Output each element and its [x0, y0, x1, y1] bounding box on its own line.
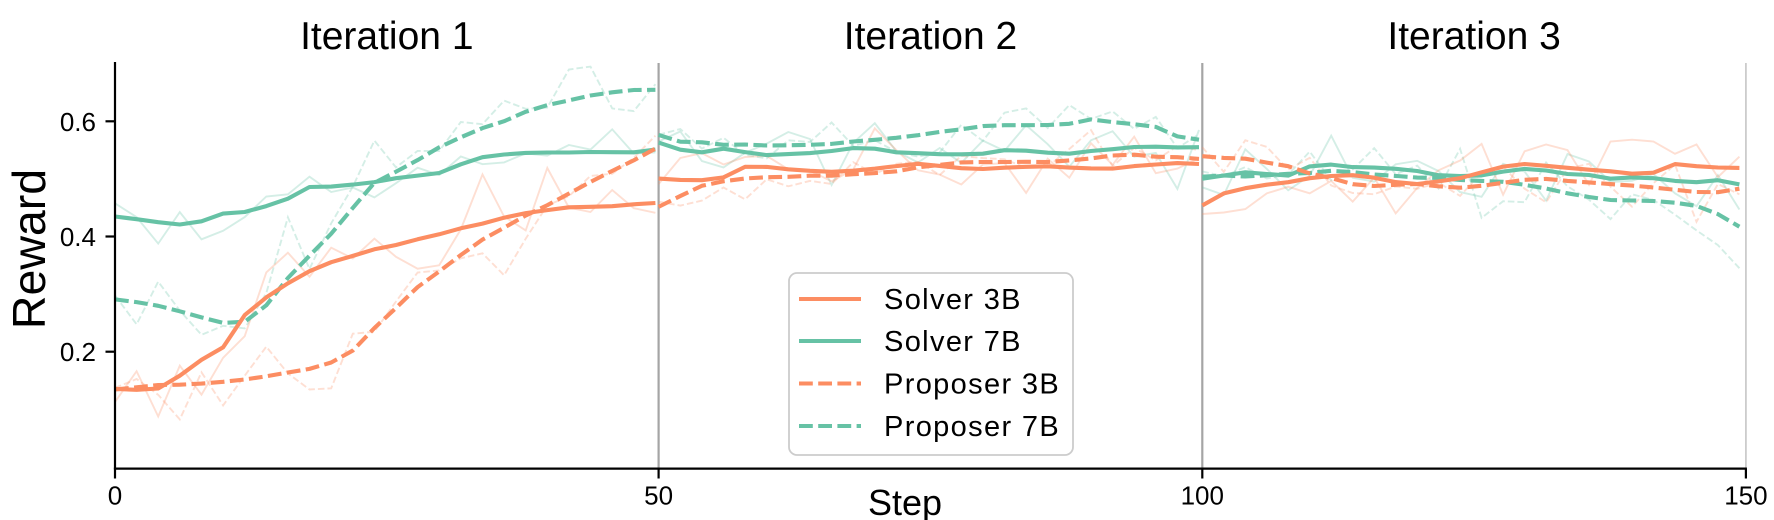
- svg-text:0.4: 0.4: [60, 222, 96, 252]
- svg-text:0.6: 0.6: [60, 107, 96, 137]
- svg-text:0.2: 0.2: [60, 337, 96, 367]
- svg-text:Iteration 3: Iteration 3: [1387, 15, 1560, 58]
- svg-text:Iteration 2: Iteration 2: [844, 15, 1017, 58]
- svg-text:0: 0: [108, 481, 122, 511]
- svg-text:Solver 3B: Solver 3B: [884, 284, 1022, 316]
- svg-text:100: 100: [1181, 481, 1224, 511]
- svg-text:Step: Step: [868, 482, 942, 520]
- svg-text:50: 50: [644, 481, 673, 511]
- svg-text:Iteration 1: Iteration 1: [300, 15, 473, 58]
- svg-text:Reward: Reward: [3, 169, 55, 329]
- svg-text:Proposer 7B: Proposer 7B: [884, 411, 1060, 443]
- svg-text:Solver 7B: Solver 7B: [884, 326, 1022, 358]
- svg-text:150: 150: [1724, 481, 1767, 511]
- svg-text:Proposer 3B: Proposer 3B: [884, 369, 1060, 401]
